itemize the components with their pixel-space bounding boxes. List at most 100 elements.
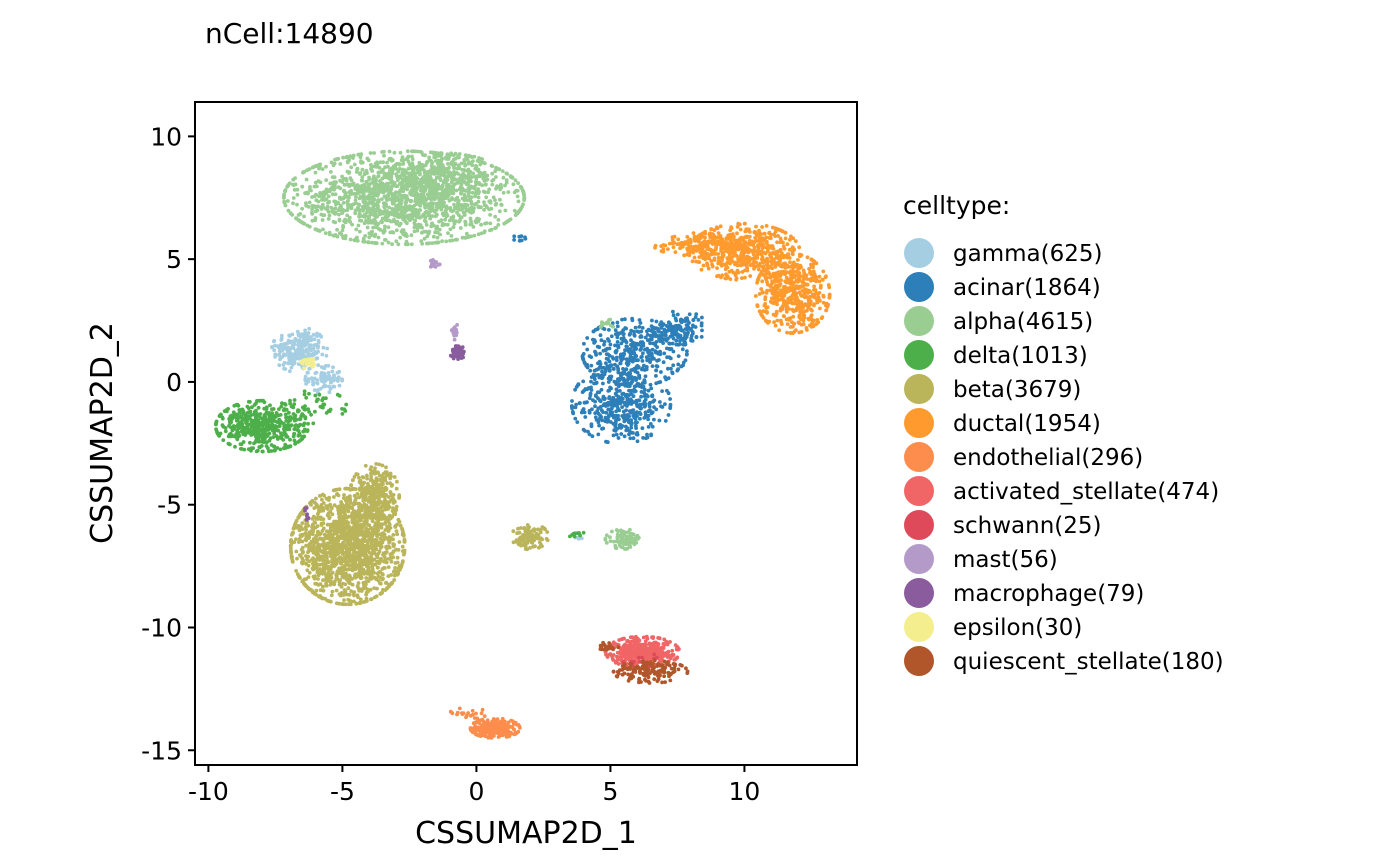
data-point <box>646 417 650 422</box>
data-point <box>378 160 383 165</box>
data-point <box>329 160 334 165</box>
data-point <box>667 320 671 325</box>
data-point <box>390 242 394 247</box>
data-point <box>360 160 365 165</box>
data-point <box>304 554 308 558</box>
data-point <box>248 409 253 414</box>
data-point <box>423 188 428 193</box>
data-point <box>640 359 645 363</box>
data-point <box>324 197 329 202</box>
data-point <box>455 195 460 200</box>
data-point <box>276 428 281 433</box>
data-point <box>626 376 631 381</box>
data-point <box>625 399 630 404</box>
data-point <box>294 349 298 354</box>
data-point <box>451 225 456 230</box>
data-point <box>343 217 347 222</box>
data-point <box>594 353 598 357</box>
data-point <box>639 329 644 334</box>
data-point <box>393 566 397 570</box>
data-point <box>332 373 336 378</box>
data-point <box>494 225 498 230</box>
data-point <box>248 440 252 445</box>
data-point <box>651 330 656 334</box>
data-point <box>307 586 311 591</box>
data-point <box>321 588 326 593</box>
data-point <box>333 206 338 211</box>
data-point <box>285 435 290 439</box>
data-point <box>575 531 580 536</box>
data-point <box>369 164 374 169</box>
data-point <box>444 167 449 171</box>
data-point <box>642 387 647 392</box>
data-point <box>307 391 311 396</box>
data-point <box>608 385 612 390</box>
data-point <box>658 400 662 404</box>
data-point <box>347 184 352 189</box>
data-point <box>329 563 334 568</box>
data-point <box>286 208 291 213</box>
data-point <box>365 225 370 230</box>
data-point <box>346 199 350 203</box>
data-point <box>515 211 520 216</box>
data-point <box>462 211 467 216</box>
data-point <box>648 382 653 387</box>
data-point <box>329 572 333 577</box>
data-point <box>654 319 659 324</box>
data-point <box>604 410 609 415</box>
data-point <box>339 208 344 213</box>
data-point <box>451 185 455 189</box>
data-point <box>360 183 365 188</box>
data-point <box>272 348 277 353</box>
data-point <box>296 356 301 361</box>
data-point <box>310 207 314 212</box>
data-point <box>432 193 437 198</box>
data-point <box>405 149 410 154</box>
data-point <box>393 194 398 198</box>
data-point <box>638 416 642 421</box>
data-point <box>244 420 249 424</box>
data-point <box>222 409 227 413</box>
data-point <box>467 178 472 182</box>
data-point <box>650 351 654 356</box>
data-point <box>618 389 622 393</box>
data-point <box>575 420 580 424</box>
data-point <box>655 333 659 338</box>
data-point <box>582 388 586 393</box>
data-point <box>315 378 320 382</box>
data-point <box>647 328 652 332</box>
data-point <box>326 217 331 221</box>
data-point <box>512 190 517 195</box>
data-point <box>291 201 295 206</box>
data-point <box>510 175 515 180</box>
data-point <box>250 424 255 428</box>
data-point <box>447 154 452 159</box>
data-point <box>305 379 310 384</box>
data-point <box>316 388 320 392</box>
data-point <box>654 374 658 378</box>
data-point <box>433 230 437 235</box>
data-point <box>665 346 669 351</box>
data-point <box>634 426 638 430</box>
data-point <box>386 565 391 569</box>
data-point <box>419 239 424 244</box>
data-point <box>316 363 321 368</box>
data-point <box>689 327 693 331</box>
data-point <box>303 374 308 379</box>
data-point <box>367 175 371 180</box>
data-point <box>292 354 297 358</box>
data-point <box>326 541 330 546</box>
data-point <box>611 433 616 438</box>
data-point <box>607 369 612 373</box>
data-point <box>332 175 337 180</box>
data-point <box>476 205 481 210</box>
data-point <box>307 224 312 229</box>
data-point <box>270 345 274 349</box>
data-point <box>277 352 282 357</box>
data-point <box>616 345 621 350</box>
data-point <box>512 234 517 239</box>
data-point <box>421 180 425 185</box>
data-point <box>676 332 680 337</box>
data-point <box>370 207 374 212</box>
data-point <box>361 192 366 197</box>
